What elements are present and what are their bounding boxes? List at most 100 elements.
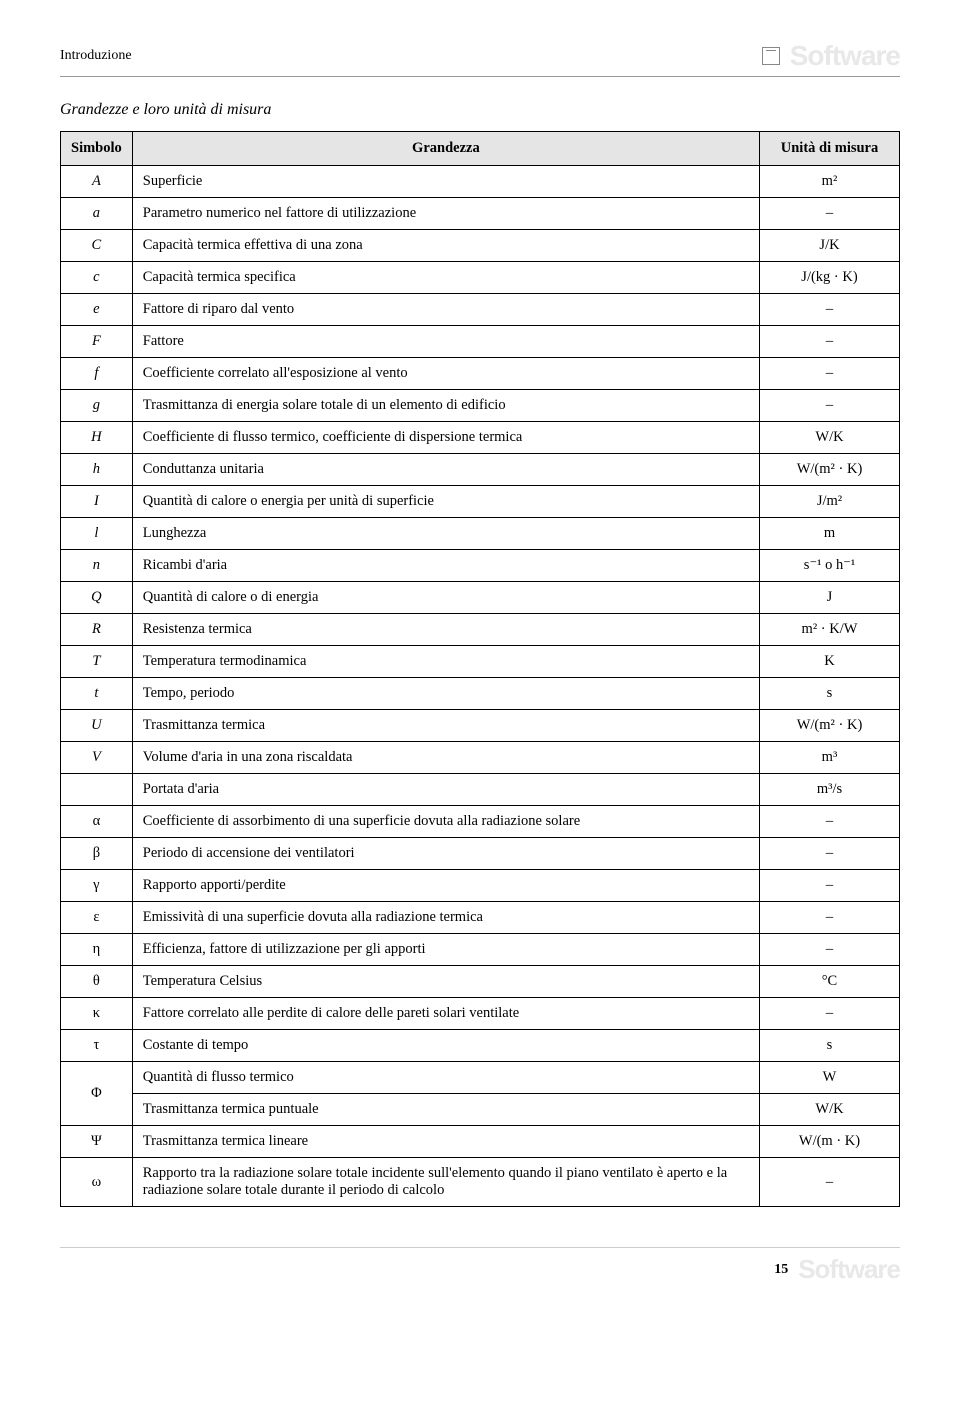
symbol-cell: h [61,454,133,486]
unit-cell: m² [760,166,900,198]
description-cell: Superficie [132,166,759,198]
symbol-cell: f [61,358,133,390]
description-cell: Efficienza, fattore di utilizzazione per… [132,934,759,966]
symbol-cell: Ψ [61,1126,133,1158]
description-cell: Quantità di calore o energia per unità d… [132,486,759,518]
description-cell: Conduttanza unitaria [132,454,759,486]
section-title: Introduzione [60,48,132,64]
unit-cell: – [760,198,900,230]
description-cell: Coefficiente di flusso termico, coeffici… [132,422,759,454]
quantities-table: Simbolo Grandezza Unità di misura ASuper… [60,131,900,1207]
unit-cell: W/K [760,1094,900,1126]
table-row: tTempo, periodos [61,678,900,710]
unit-cell: W/(m · K) [760,1126,900,1158]
table-row: Trasmittanza termica puntualeW/K [61,1094,900,1126]
unit-cell: K [760,646,900,678]
unit-cell: – [760,934,900,966]
unit-cell: s [760,678,900,710]
symbol-cell: a [61,198,133,230]
description-cell: Costante di tempo [132,1030,759,1062]
table-row: UTrasmittanza termicaW/(m² · K) [61,710,900,742]
col-unit: Unità di misura [760,132,900,166]
table-row: Portata d'ariam³/s [61,774,900,806]
symbol-cell: κ [61,998,133,1030]
description-cell: Coefficiente di assorbimento di una supe… [132,806,759,838]
table-row: γRapporto apporti/perdite– [61,870,900,902]
unit-cell: W/K [760,422,900,454]
unit-cell: – [760,806,900,838]
table-row: CCapacità termica effettiva di una zonaJ… [61,230,900,262]
description-cell: Capacità termica effettiva di una zona [132,230,759,262]
page-number: 15 [774,1262,788,1278]
subtitle: Grandezze e loro unità di misura [60,101,900,119]
table-row: ΨTrasmittanza termica lineareW/(m · K) [61,1126,900,1158]
description-cell: Trasmittanza di energia solare totale di… [132,390,759,422]
unit-cell: – [760,1158,900,1207]
symbol-cell: C [61,230,133,262]
table-row: αCoefficiente di assorbimento di una sup… [61,806,900,838]
unit-cell: J/K [760,230,900,262]
symbol-cell: η [61,934,133,966]
table-row: QQuantità di calore o di energiaJ [61,582,900,614]
symbol-cell: θ [61,966,133,998]
symbol-cell: g [61,390,133,422]
symbol-cell [61,774,133,806]
unit-cell: m [760,518,900,550]
symbol-cell: I [61,486,133,518]
table-row: ASuperficiem² [61,166,900,198]
table-row: TTemperatura termodinamicaK [61,646,900,678]
unit-cell: m³/s [760,774,900,806]
unit-cell: – [760,838,900,870]
table-row: hConduttanza unitariaW/(m² · K) [61,454,900,486]
description-cell: Capacità termica specifica [132,262,759,294]
symbol-cell: T [61,646,133,678]
unit-cell: J/(kg · K) [760,262,900,294]
description-cell: Fattore correlato alle perdite di calore… [132,998,759,1030]
table-row: IQuantità di calore o energia per unità … [61,486,900,518]
unit-cell: W/(m² · K) [760,710,900,742]
symbol-cell: τ [61,1030,133,1062]
unit-cell: – [760,358,900,390]
description-cell: Fattore di riparo dal vento [132,294,759,326]
symbol-cell: Φ [61,1062,133,1126]
description-cell: Coefficiente correlato all'esposizione a… [132,358,759,390]
table-row: eFattore di riparo dal vento– [61,294,900,326]
symbol-cell: R [61,614,133,646]
description-cell: Temperatura Celsius [132,966,759,998]
symbol-cell: ω [61,1158,133,1207]
unit-cell: – [760,326,900,358]
description-cell: Resistenza termica [132,614,759,646]
col-symbol: Simbolo [61,132,133,166]
table-row: cCapacità termica specificaJ/(kg · K) [61,262,900,294]
table-row: εEmissività di una superficie dovuta all… [61,902,900,934]
unit-cell: – [760,998,900,1030]
symbol-cell: A [61,166,133,198]
page-footer: 15 Software [60,1247,900,1285]
description-cell: Fattore [132,326,759,358]
symbol-cell: F [61,326,133,358]
description-cell: Volume d'aria in una zona riscaldata [132,742,759,774]
table-row: nRicambi d'arias⁻¹ o h⁻¹ [61,550,900,582]
description-cell: Trasmittanza termica lineare [132,1126,759,1158]
symbol-cell: α [61,806,133,838]
unit-cell: m³ [760,742,900,774]
symbol-cell: n [61,550,133,582]
table-row: VVolume d'aria in una zona riscaldatam³ [61,742,900,774]
table-row: RResistenza termicam² · K/W [61,614,900,646]
symbol-cell: t [61,678,133,710]
description-cell: Emissività di una superficie dovuta alla… [132,902,759,934]
description-cell: Temperatura termodinamica [132,646,759,678]
description-cell: Rapporto apporti/perdite [132,870,759,902]
unit-cell: – [760,870,900,902]
table-header-row: Simbolo Grandezza Unità di misura [61,132,900,166]
table-row: ηEfficienza, fattore di utilizzazione pe… [61,934,900,966]
unit-cell: s⁻¹ o h⁻¹ [760,550,900,582]
disk-icon [762,47,780,65]
symbol-cell: V [61,742,133,774]
description-cell: Parametro numerico nel fattore di utiliz… [132,198,759,230]
header-right: Software [762,40,900,72]
table-row: βPeriodo di accensione dei ventilatori– [61,838,900,870]
unit-cell: – [760,902,900,934]
table-row: τCostante di tempos [61,1030,900,1062]
symbol-cell: γ [61,870,133,902]
